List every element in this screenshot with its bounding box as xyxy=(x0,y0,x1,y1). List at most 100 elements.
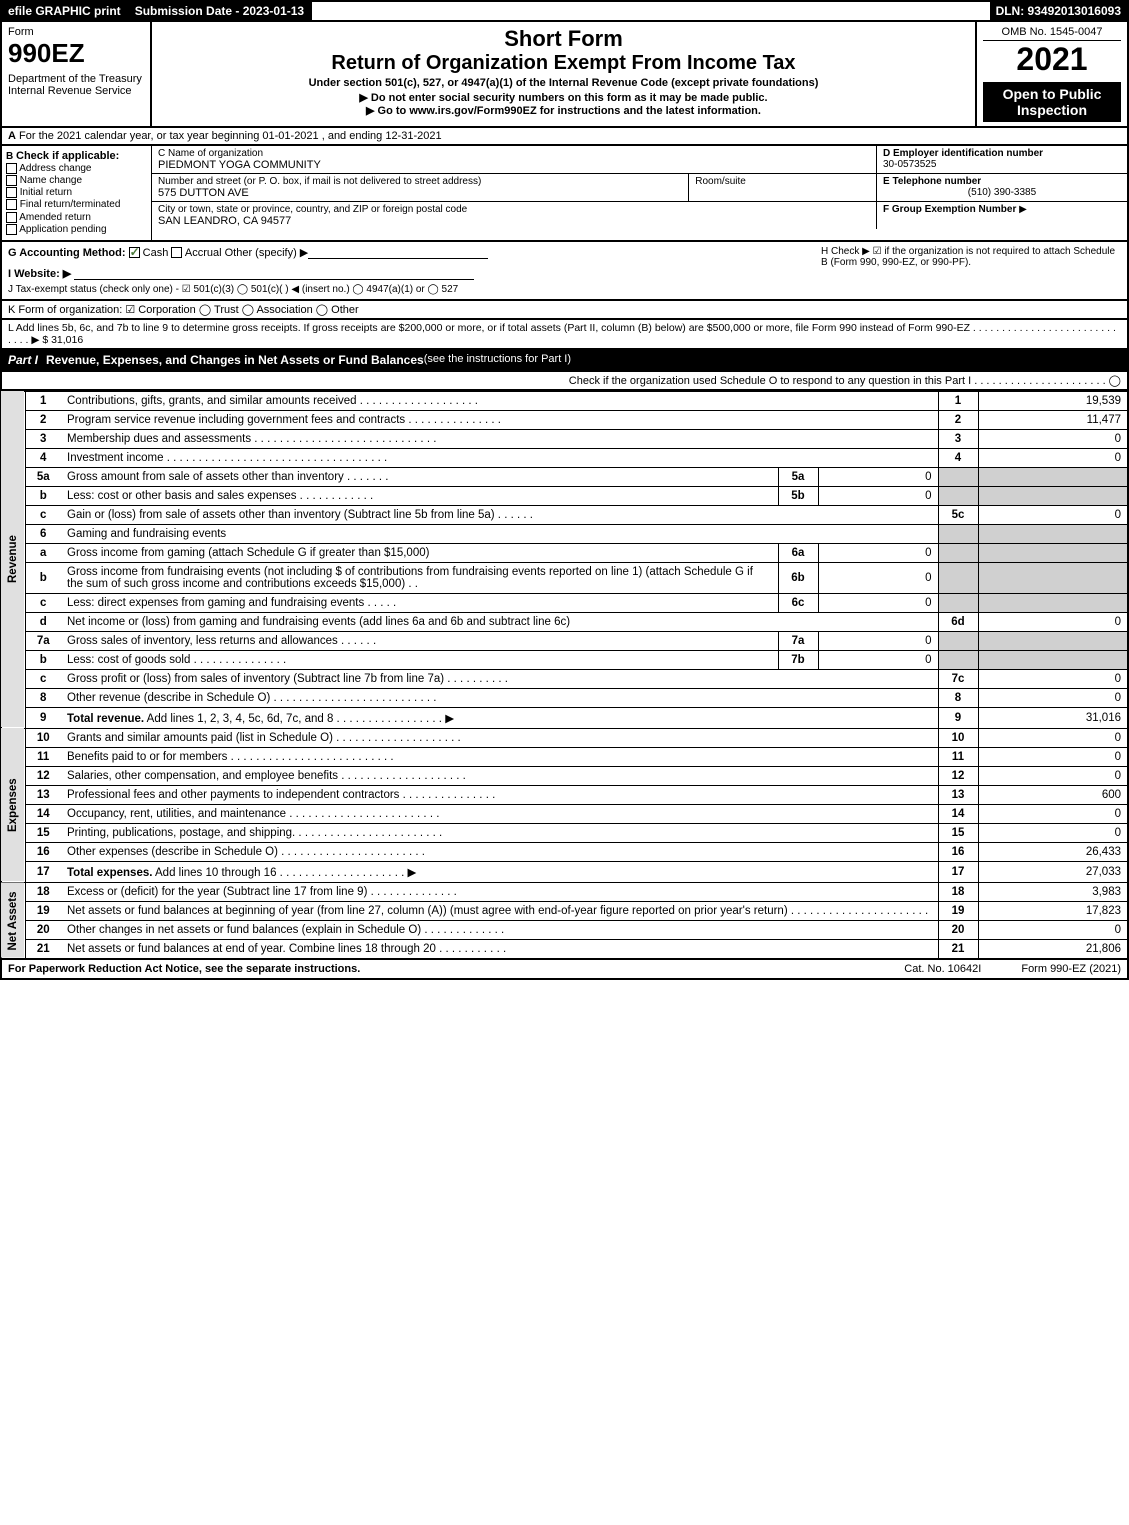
checkbox[interactable] xyxy=(6,224,17,235)
line-number: 12 xyxy=(25,766,61,785)
line-desc: Salaries, other compensation, and employ… xyxy=(61,766,938,785)
sub-line-value: 0 xyxy=(818,562,938,593)
check-schedule-o: Check if the organization used Schedule … xyxy=(0,372,1129,391)
line-number: 21 xyxy=(25,939,61,959)
table-row: cLess: direct expenses from gaming and f… xyxy=(1,593,1128,612)
checkbox[interactable] xyxy=(6,175,17,186)
line-number: d xyxy=(25,612,61,631)
section-side-label: Expenses xyxy=(1,728,25,882)
section-a: A For the 2021 calendar year, or tax yea… xyxy=(0,128,1129,146)
table-row: bGross income from fundraising events (n… xyxy=(1,562,1128,593)
checkbox-option: Final return/terminated xyxy=(6,199,147,210)
omb-number: OMB No. 1545-0047 xyxy=(983,26,1121,41)
result-number-shaded xyxy=(938,631,978,650)
sub-line-value: 0 xyxy=(818,467,938,486)
form-title-block: Short Form Return of Organization Exempt… xyxy=(152,22,977,126)
checkbox-option: Application pending xyxy=(6,224,147,235)
result-number: 9 xyxy=(938,707,978,728)
result-number: 16 xyxy=(938,842,978,861)
line-desc: Gross amount from sale of assets other t… xyxy=(61,467,778,486)
footer-right: Form 990-EZ (2021) xyxy=(1021,963,1121,975)
table-row: 19Net assets or fund balances at beginni… xyxy=(1,901,1128,920)
table-row: 12Salaries, other compensation, and empl… xyxy=(1,766,1128,785)
line-desc: Professional fees and other payments to … xyxy=(61,785,938,804)
dept-treasury: Department of the Treasury Internal Reve… xyxy=(8,73,144,97)
checkbox[interactable] xyxy=(6,199,17,210)
section-side-label: Revenue xyxy=(1,391,25,728)
accrual-checkbox[interactable] xyxy=(171,247,182,258)
section-l: L Add lines 5b, 6c, and 7b to line 9 to … xyxy=(0,320,1129,350)
result-value: 0 xyxy=(978,612,1128,631)
line-number: 8 xyxy=(25,688,61,707)
street-value: 575 DUTTON AVE xyxy=(158,187,682,199)
line-number: 9 xyxy=(25,707,61,728)
subtitle: Under section 501(c), 527, or 4947(a)(1)… xyxy=(158,77,969,89)
phone-value: (510) 390-3385 xyxy=(883,187,1121,198)
section-i-label: I Website: ▶ xyxy=(8,268,71,280)
result-number: 3 xyxy=(938,429,978,448)
line-number: c xyxy=(25,505,61,524)
section-b-label: B xyxy=(6,151,13,162)
checkbox[interactable] xyxy=(6,163,17,174)
section-j: J Tax-exempt status (check only one) - ☑… xyxy=(8,284,821,295)
section-f: F Group Exemption Number ▶ xyxy=(877,202,1127,229)
website-input[interactable] xyxy=(74,268,474,280)
sub-line-value: 0 xyxy=(818,650,938,669)
result-value: 17,823 xyxy=(978,901,1128,920)
part-1-subtitle: (see the instructions for Part I) xyxy=(424,353,571,367)
result-value: 27,033 xyxy=(978,861,1128,882)
section-a-label: A xyxy=(8,130,16,142)
result-number-shaded xyxy=(938,562,978,593)
result-number: 14 xyxy=(938,804,978,823)
line-desc: Net assets or fund balances at beginning… xyxy=(61,901,938,920)
city-value: SAN LEANDRO, CA 94577 xyxy=(158,215,870,227)
line-number: 4 xyxy=(25,448,61,467)
line-number: 6 xyxy=(25,524,61,543)
result-number: 6d xyxy=(938,612,978,631)
submission-date: Submission Date - 2023-01-13 xyxy=(129,2,312,20)
phone-label: E Telephone number xyxy=(883,176,1121,187)
checkbox-option: Address change xyxy=(6,163,147,174)
result-number: 19 xyxy=(938,901,978,920)
table-row: 17Total expenses. Add lines 10 through 1… xyxy=(1,861,1128,882)
line-number: 17 xyxy=(25,861,61,882)
checkbox[interactable] xyxy=(6,187,17,198)
form-id-block: Form 990EZ Department of the Treasury In… xyxy=(2,22,152,126)
table-row: 9Total revenue. Add lines 1, 2, 3, 4, 5c… xyxy=(1,707,1128,728)
ein-label: D Employer identification number xyxy=(883,148,1121,159)
section-side-label: Net Assets xyxy=(1,882,25,959)
line-desc: Program service revenue including govern… xyxy=(61,410,938,429)
table-row: 8Other revenue (describe in Schedule O) … xyxy=(1,688,1128,707)
table-row: cGross profit or (loss) from sales of in… xyxy=(1,669,1128,688)
cash-checkbox[interactable] xyxy=(129,247,140,258)
sub-line-number: 6a xyxy=(778,543,818,562)
checkbox[interactable] xyxy=(6,212,17,223)
result-number-shaded xyxy=(938,543,978,562)
line-desc: Total revenue. Add lines 1, 2, 3, 4, 5c,… xyxy=(61,707,938,728)
table-row: 6Gaming and fundraising events xyxy=(1,524,1128,543)
table-row: Revenue1Contributions, gifts, grants, an… xyxy=(1,391,1128,410)
part-1-title: Revenue, Expenses, and Changes in Net As… xyxy=(46,353,424,367)
line-desc: Gross income from fundraising events (no… xyxy=(61,562,778,593)
line-number: 16 xyxy=(25,842,61,861)
part-1-header: Part I Revenue, Expenses, and Changes in… xyxy=(0,350,1129,372)
section-c-to-f: C Name of organization PIEDMONT YOGA COM… xyxy=(152,146,1127,240)
line-desc: Less: cost or other basis and sales expe… xyxy=(61,486,778,505)
section-e: E Telephone number (510) 390-3385 xyxy=(877,174,1127,201)
table-row: bLess: cost of goods sold . . . . . . . … xyxy=(1,650,1128,669)
result-number: 5c xyxy=(938,505,978,524)
table-row: 2Program service revenue including gover… xyxy=(1,410,1128,429)
result-number: 17 xyxy=(938,861,978,882)
result-value-shaded xyxy=(978,486,1128,505)
efile-label: efile GRAPHIC print xyxy=(2,2,129,20)
group-exemption-label: F Group Exemption Number xyxy=(883,204,1016,215)
line-number: b xyxy=(25,562,61,593)
other-input[interactable] xyxy=(308,247,488,259)
line-desc: Gross income from gaming (attach Schedul… xyxy=(61,543,778,562)
line-desc: Grants and similar amounts paid (list in… xyxy=(61,728,938,747)
table-row: 4Investment income . . . . . . . . . . .… xyxy=(1,448,1128,467)
result-number: 11 xyxy=(938,747,978,766)
table-row: 13Professional fees and other payments t… xyxy=(1,785,1128,804)
table-row: Expenses10Grants and similar amounts pai… xyxy=(1,728,1128,747)
result-value-shaded xyxy=(978,631,1128,650)
